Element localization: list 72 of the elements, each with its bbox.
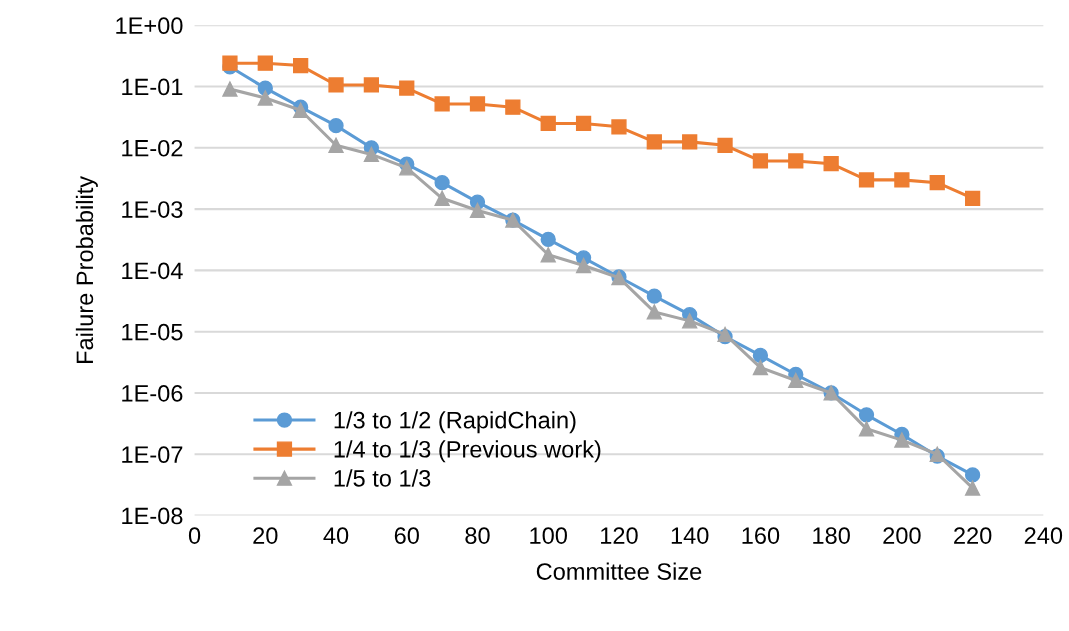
point xyxy=(964,190,981,206)
x-tick-label: 20 xyxy=(253,527,278,544)
point xyxy=(752,347,769,364)
point xyxy=(929,175,945,191)
x-tick-label: 0 xyxy=(188,527,201,544)
y-tick-label: 1E-05 xyxy=(122,323,183,341)
x-tick-label: 60 xyxy=(394,527,419,544)
x-tick-label: 140 xyxy=(671,527,709,544)
point xyxy=(717,137,733,153)
point xyxy=(646,134,662,150)
point xyxy=(858,421,875,437)
point xyxy=(788,153,804,169)
point xyxy=(328,137,344,153)
point xyxy=(540,231,556,248)
x-axis-title: Committee Size xyxy=(536,562,702,580)
point xyxy=(540,247,556,263)
point xyxy=(682,313,698,329)
x-tick-label: 160 xyxy=(742,527,780,544)
point xyxy=(646,288,662,304)
x-tick-label: 220 xyxy=(954,527,992,544)
point xyxy=(575,257,592,274)
x-tick-label: 180 xyxy=(813,527,850,544)
x-tick-label: 40 xyxy=(323,527,349,544)
point xyxy=(858,407,875,423)
point xyxy=(328,118,344,134)
point xyxy=(434,96,450,112)
point xyxy=(363,146,380,163)
point xyxy=(257,55,273,71)
point xyxy=(434,190,450,206)
point xyxy=(858,172,875,188)
point xyxy=(964,467,981,483)
legend-label: 1/4 to 1/3 (Previous work) xyxy=(334,440,601,463)
point xyxy=(434,175,450,191)
legend-label: 1/3 to 1/2 (RapidChain) xyxy=(334,411,576,434)
point xyxy=(363,77,380,93)
x-tick-label: 200 xyxy=(883,527,921,544)
point xyxy=(293,57,309,74)
point xyxy=(469,96,486,112)
y-tick-label: 1E-04 xyxy=(122,262,183,280)
point xyxy=(399,80,415,96)
point xyxy=(611,119,627,135)
y-tick-label: 1E+00 xyxy=(116,17,183,35)
y-tick-label: 1E-07 xyxy=(122,446,183,464)
point xyxy=(788,372,804,389)
point xyxy=(328,77,344,93)
x-tick-label: 100 xyxy=(530,527,567,544)
point xyxy=(505,99,521,115)
x-tick-label: 240 xyxy=(1024,527,1063,544)
y-tick-label: 1E-03 xyxy=(122,201,183,218)
y-tick-label: 1E-08 xyxy=(122,507,183,525)
legend-label: 1/5 to 1/3 xyxy=(334,469,431,487)
point xyxy=(894,172,910,188)
point xyxy=(257,90,273,106)
y-tick-label: 1E-06 xyxy=(122,385,183,402)
point xyxy=(575,115,592,132)
y-axis-title: Failure Probability xyxy=(75,175,98,363)
x-tick-label: 120 xyxy=(601,527,638,544)
point xyxy=(682,134,698,150)
point xyxy=(894,432,910,448)
point xyxy=(222,55,238,71)
point xyxy=(752,359,769,376)
point xyxy=(540,115,556,132)
point xyxy=(646,304,662,320)
y-tick-label: 1E-02 xyxy=(122,139,183,157)
point xyxy=(399,160,415,176)
x-tick-label: 80 xyxy=(465,527,490,544)
point xyxy=(469,202,486,219)
point xyxy=(823,156,839,172)
point xyxy=(222,81,238,97)
y-tick-label: 1E-01 xyxy=(122,78,183,96)
point xyxy=(752,153,769,169)
point xyxy=(964,480,981,496)
